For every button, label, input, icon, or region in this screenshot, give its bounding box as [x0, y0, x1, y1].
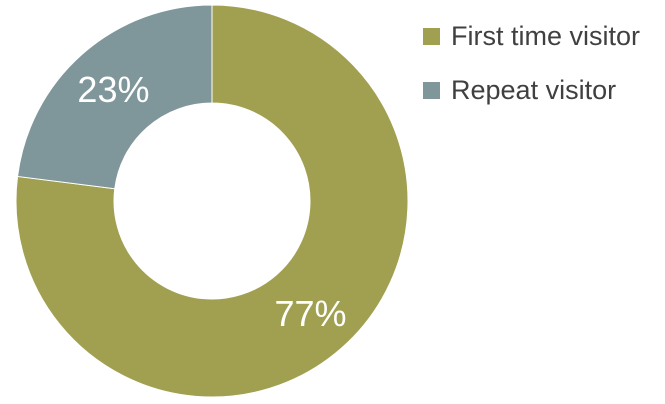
legend-item-repeat-visitor: Repeat visitor [423, 72, 640, 108]
donut-slice-first-time-visitor [15, 4, 409, 398]
data-label-first-time-visitor: 77% [275, 293, 347, 334]
chart-legend: First time visitor Repeat visitor [423, 18, 640, 108]
data-label-repeat-visitor: 23% [77, 69, 149, 110]
legend-swatch-first-time-visitor [423, 27, 440, 45]
legend-label-first-time-visitor: First time visitor [451, 20, 640, 51]
legend-label-repeat-visitor: Repeat visitor [451, 74, 617, 105]
legend-item-first-time-visitor: First time visitor [423, 18, 640, 54]
donut-slice-repeat-visitor [16, 4, 213, 190]
legend-swatch-repeat-visitor [423, 81, 440, 99]
